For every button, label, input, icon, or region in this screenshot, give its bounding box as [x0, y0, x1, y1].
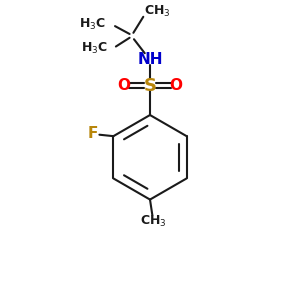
Text: NH: NH — [137, 52, 163, 67]
Text: O: O — [117, 78, 130, 93]
Text: F: F — [88, 126, 98, 141]
Text: O: O — [170, 78, 183, 93]
Text: CH$_3$: CH$_3$ — [140, 214, 166, 229]
Text: S: S — [143, 77, 157, 95]
Text: CH$_3$: CH$_3$ — [144, 4, 171, 19]
Text: H$_3$C: H$_3$C — [81, 40, 108, 56]
Text: H$_3$C: H$_3$C — [80, 17, 106, 32]
